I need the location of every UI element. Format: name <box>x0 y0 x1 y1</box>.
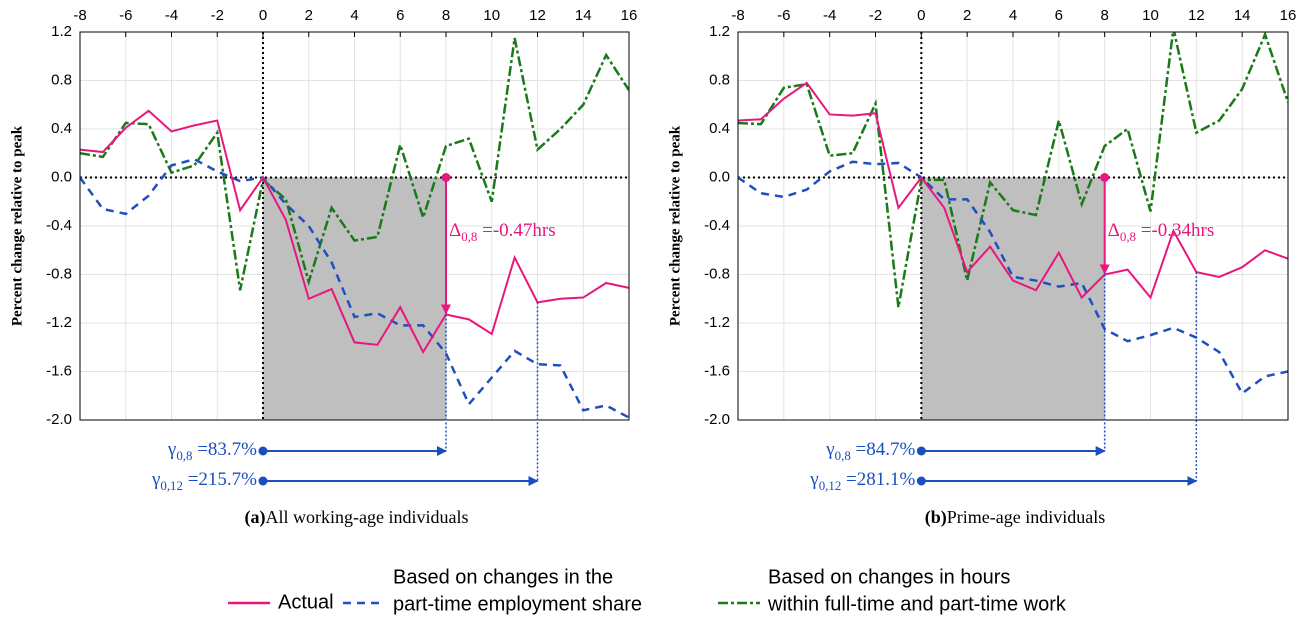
series-line <box>80 157 629 419</box>
x-tick-label: 6 <box>1055 7 1063 24</box>
value-text: =281.1% <box>841 469 915 490</box>
y-tick-label: -0.4 <box>704 217 730 234</box>
y-tick-label: 0.0 <box>709 168 730 185</box>
x-tick-label: 4 <box>350 7 358 24</box>
x-tick-label: 14 <box>575 7 592 24</box>
x-tick-label: -6 <box>777 7 790 24</box>
caption: (a)All working-age individuals <box>245 507 469 528</box>
y-tick-label: -0.8 <box>46 265 72 282</box>
gamma-dot <box>258 476 268 486</box>
y-tick-label: -2.0 <box>46 411 72 428</box>
caption-tag: (b) <box>925 507 947 528</box>
symbol: γ <box>809 469 818 490</box>
caption-text: Prime-age individuals <box>947 507 1105 527</box>
value-text: =215.7% <box>183 469 257 490</box>
x-tick-label: -2 <box>211 7 224 24</box>
plot-frame <box>79 31 630 421</box>
x-tick-label: -8 <box>73 7 86 24</box>
x-tick-label: 12 <box>1188 7 1205 24</box>
y-tick-label: 0.8 <box>709 71 730 88</box>
y-tick-label: -0.4 <box>46 217 72 234</box>
x-tick-label: 4 <box>1009 7 1017 24</box>
subscript: 0,12 <box>160 478 183 493</box>
legend-label: Based on changes in hours <box>768 566 1010 588</box>
caption: (b)Prime-age individuals <box>925 507 1105 528</box>
x-tick-label: 0 <box>259 7 267 24</box>
y-tick-label: -0.8 <box>704 265 730 282</box>
x-tick-label: 8 <box>1100 7 1108 24</box>
y-tick-label: -1.2 <box>46 314 72 331</box>
y-tick-label: 0.8 <box>51 71 72 88</box>
y-tick-label: 1.2 <box>51 23 72 40</box>
caption-tag: (a) <box>245 507 266 528</box>
caption-text: All working-age individuals <box>266 507 469 527</box>
value-text: =-0.34hrs <box>1136 220 1214 241</box>
subscript: 0,8 <box>835 448 851 463</box>
gamma-label: γ0,8 =83.7% <box>167 439 257 463</box>
x-tick-label: -2 <box>869 7 882 24</box>
x-tick-label: 16 <box>1280 7 1297 24</box>
x-tick-label: 12 <box>529 7 546 24</box>
gamma-dot <box>916 446 926 456</box>
series-line <box>738 32 1288 308</box>
symbol: Δ <box>449 220 461 241</box>
panel: -2.0 -1.6 -1.2 -0.8 -0.4 0.0 0.4 0.8 1.2-8 -6 -4 -2… <box>9 7 637 528</box>
x-tick-label: 10 <box>1142 7 1159 24</box>
symbol: γ <box>167 439 176 460</box>
gamma-label: γ0,12 =281.1% <box>809 469 915 493</box>
x-tick-label: -6 <box>119 7 132 24</box>
symbol: Δ <box>1108 220 1120 241</box>
delta-dot <box>441 173 451 182</box>
y-axis-label: Percent change relative to peak <box>9 125 25 326</box>
y-tick-label: 0.4 <box>709 120 730 137</box>
value-text: =84.7% <box>851 439 916 460</box>
x-tick-label: -4 <box>823 7 836 24</box>
shaded-region <box>263 177 446 420</box>
delta-label: Δ0,8 =-0.47hrs <box>449 220 556 244</box>
legend-label: within full-time and part-time work <box>767 593 1067 615</box>
x-tick-label: 14 <box>1234 7 1251 24</box>
subscript: 0,12 <box>819 478 842 493</box>
value-text: =-0.47hrs <box>477 220 555 241</box>
shaded-region <box>921 177 1105 420</box>
gamma-dot <box>258 446 268 456</box>
x-tick-label: 8 <box>442 7 450 24</box>
x-tick-label: -4 <box>165 7 178 24</box>
y-tick-label: -1.6 <box>46 362 72 379</box>
gamma-label: γ0,8 =84.7% <box>825 439 915 463</box>
subscript: 0,8 <box>1120 229 1136 244</box>
plot-frame <box>737 31 1289 421</box>
legend-label: part-time employment share <box>393 593 642 615</box>
delta-label: Δ0,8 =-0.34hrs <box>1108 220 1215 244</box>
y-tick-label: 0.0 <box>51 168 72 185</box>
subscript: 0,8 <box>461 229 477 244</box>
x-tick-label: 2 <box>305 7 313 24</box>
y-tick-label: -2.0 <box>704 411 730 428</box>
x-tick-label: 10 <box>483 7 500 24</box>
value-text: =83.7% <box>192 439 257 460</box>
legend-label: Actual <box>278 591 334 613</box>
delta-dot <box>1100 173 1110 182</box>
y-tick-label: -1.6 <box>704 362 730 379</box>
symbol: γ <box>151 469 160 490</box>
gamma-dot <box>916 476 926 486</box>
x-tick-label: 0 <box>917 7 925 24</box>
x-tick-label: -8 <box>731 7 744 24</box>
y-tick-label: -1.2 <box>704 314 730 331</box>
panel: -2.0 -1.6 -1.2 -0.8 -0.4 0.0 0.4 0.8 1.2-8 -6 -4 -2… <box>667 7 1296 528</box>
symbol: γ <box>825 439 834 460</box>
series-line <box>80 37 629 291</box>
gamma-label: γ0,12 =215.7% <box>151 469 257 493</box>
y-tick-label: 1.2 <box>709 23 730 40</box>
y-tick-label: 0.4 <box>51 120 72 137</box>
legend-label: Based on changes in the <box>393 566 613 588</box>
subscript: 0,8 <box>176 448 192 463</box>
y-axis-label: Percent change relative to peak <box>667 125 683 326</box>
x-tick-label: 16 <box>621 7 638 24</box>
x-tick-label: 6 <box>396 7 404 24</box>
x-tick-label: 2 <box>963 7 971 24</box>
